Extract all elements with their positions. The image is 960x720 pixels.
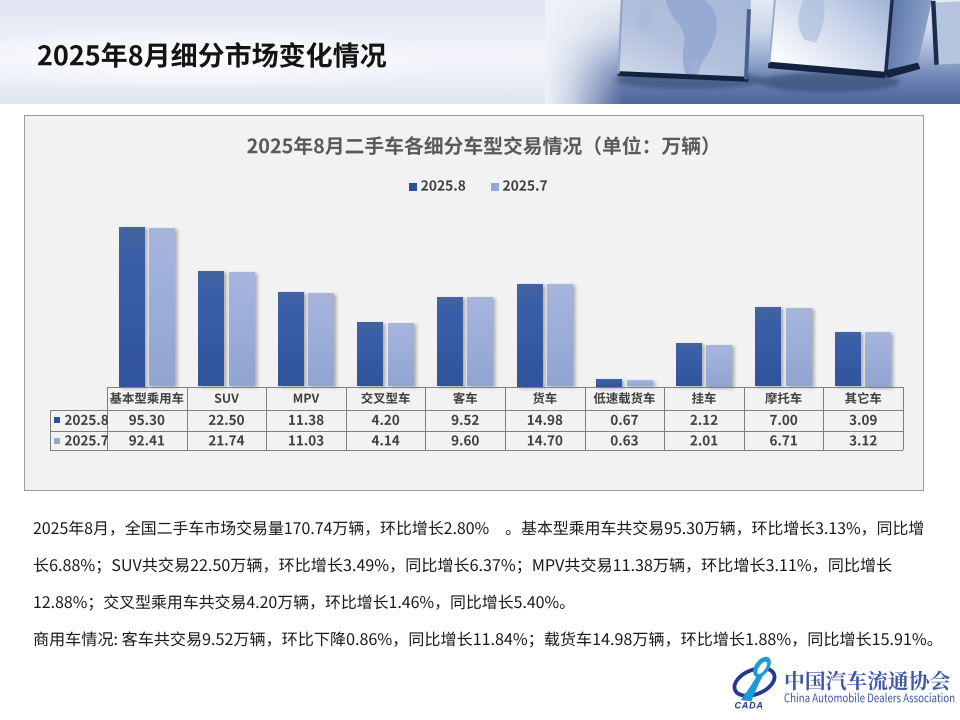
svg-text:CADA: CADA bbox=[735, 701, 764, 711]
